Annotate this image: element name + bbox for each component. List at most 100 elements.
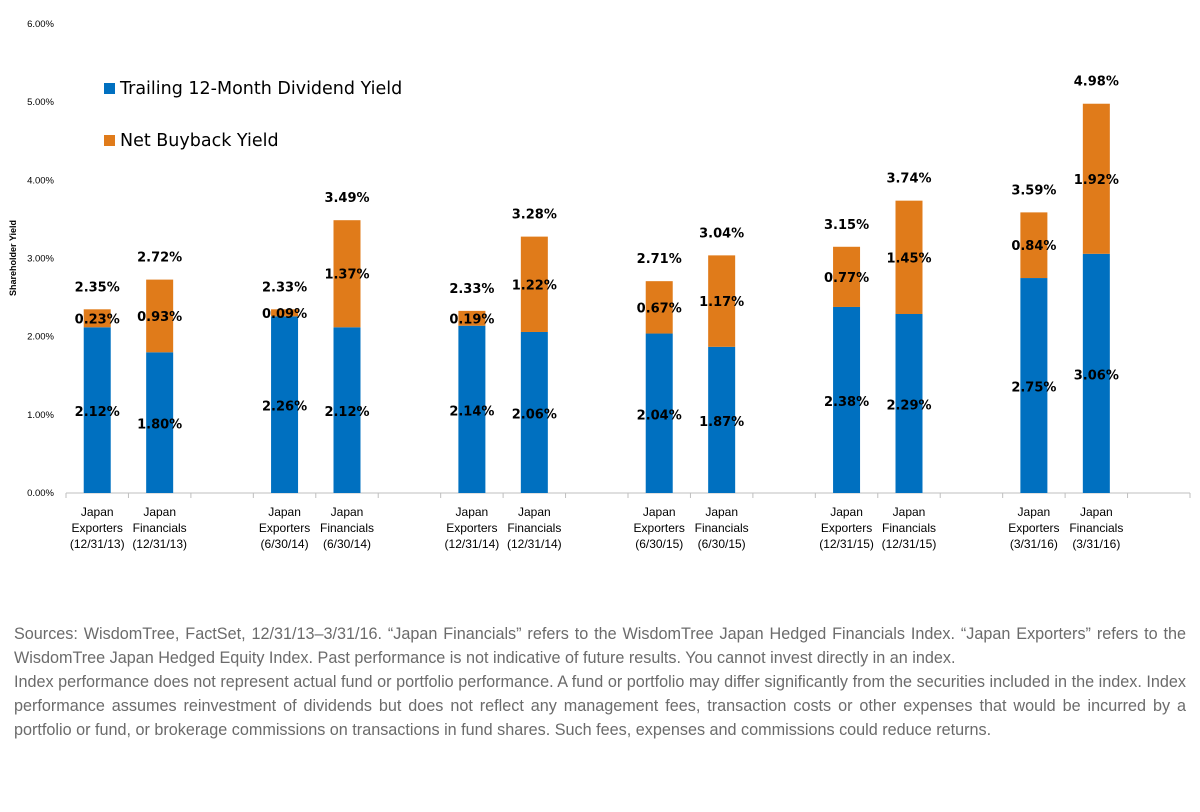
bar-dividend-yield xyxy=(895,313,923,493)
total-yield-label: 4.98% xyxy=(1074,75,1119,90)
x-category-label: (12/31/15) xyxy=(819,537,874,551)
x-category-label: (6/30/15) xyxy=(635,537,683,551)
bar-buyback-yield xyxy=(146,279,174,353)
buyback-yield-label: 0.84% xyxy=(1011,239,1056,254)
bar-dividend-yield xyxy=(1020,278,1048,493)
y-axis: 0.00% 1.00% 2.00% 3.00% 4.00% 5.00% 6.00% Share… xyxy=(8,19,55,499)
bar-dividend-yield xyxy=(520,331,548,493)
buyback-yield-label: 0.77% xyxy=(824,271,869,286)
y-tick-label: 2.00% xyxy=(27,332,54,343)
bar-dividend-yield xyxy=(1082,253,1110,493)
buyback-yield-label: 0.93% xyxy=(137,310,182,325)
data-labels: 2.12% 0.23% 2.35% 1.80% 0.93% 2.72% 2.26% 0.09%… xyxy=(75,75,1119,433)
bar-buyback-yield xyxy=(271,309,299,317)
bar-buyback-yield xyxy=(645,281,673,334)
bar-dividend-yield xyxy=(708,346,736,493)
total-yield-label: 2.71% xyxy=(637,252,682,267)
buyback-yield-label: 1.37% xyxy=(324,268,369,283)
x-category-label: (12/31/15) xyxy=(882,537,937,551)
dividend-yield-label: 2.26% xyxy=(262,400,307,415)
x-category-label: (12/31/14) xyxy=(445,537,500,551)
total-yield-label: 3.15% xyxy=(824,218,869,233)
bar-dividend-yield xyxy=(458,325,486,493)
bar-dividend-yield xyxy=(271,316,299,493)
x-category-label: (12/31/13) xyxy=(70,537,125,551)
x-category-label: (6/30/14) xyxy=(261,537,309,551)
dividend-yield-label: 2.38% xyxy=(824,395,869,410)
legend-swatch xyxy=(104,83,115,94)
x-category-label: (6/30/15) xyxy=(698,537,746,551)
x-category-label: Exporters xyxy=(259,521,310,535)
dividend-yield-label: 2.14% xyxy=(449,404,494,419)
bar-buyback-yield xyxy=(833,246,861,307)
x-category-label: Financials xyxy=(133,521,187,535)
bar-buyback-yield xyxy=(708,255,736,347)
buyback-yield-label: 0.67% xyxy=(637,301,682,316)
x-category-label: (6/30/14) xyxy=(323,537,371,551)
y-tick-label: 6.00% xyxy=(27,19,54,30)
x-category-label: Financials xyxy=(882,521,936,535)
x-category-label: Exporters xyxy=(1008,521,1059,535)
total-yield-label: 3.59% xyxy=(1011,183,1056,198)
bar-dividend-yield xyxy=(146,352,174,493)
total-yield-label: 3.49% xyxy=(324,191,369,206)
x-category-label: Japan xyxy=(143,505,176,519)
x-category-label: Japan xyxy=(456,505,489,519)
bar-dividend-yield xyxy=(645,333,673,493)
y-axis-title: Shareholder Yield xyxy=(8,220,18,296)
buyback-yield-label: 1.22% xyxy=(512,278,557,293)
x-category-label: Japan xyxy=(1018,505,1051,519)
total-yield-label: 3.04% xyxy=(699,226,744,241)
legend-swatch xyxy=(104,135,115,146)
dividend-yield-label: 2.12% xyxy=(324,405,369,420)
y-tick-label: 1.00% xyxy=(27,410,54,421)
bar-buyback-yield xyxy=(1020,212,1048,279)
bar-dividend-yield xyxy=(833,306,861,493)
bar-buyback-yield xyxy=(333,220,361,328)
x-category-label: Japan xyxy=(705,505,738,519)
x-category-label: (3/31/16) xyxy=(1010,537,1058,551)
y-tick-label: 0.00% xyxy=(27,488,54,499)
bar-dividend-yield xyxy=(333,327,361,493)
dividend-yield-label: 2.75% xyxy=(1011,381,1056,396)
dividend-yield-label: 1.80% xyxy=(137,418,182,433)
y-tick-label: 3.00% xyxy=(27,254,54,265)
x-category-label: Exporters xyxy=(634,521,685,535)
shareholder-yield-chart: 0.00% 1.00% 2.00% 3.00% 4.00% 5.00% 6.00% Share… xyxy=(8,19,1191,551)
dividend-yield-label: 3.06% xyxy=(1074,368,1119,383)
x-category-label: Financials xyxy=(507,521,561,535)
x-category-label: Japan xyxy=(1080,505,1113,519)
footnote: Sources: WisdomTree, FactSet, 12/31/13–3… xyxy=(14,622,1186,742)
x-category-label: Financials xyxy=(320,521,374,535)
bars xyxy=(83,103,1110,493)
total-yield-label: 3.28% xyxy=(512,208,557,223)
dividend-yield-label: 2.29% xyxy=(886,398,931,413)
x-category-label: Japan xyxy=(830,505,863,519)
x-category-label: Exporters xyxy=(72,521,123,535)
dividend-yield-label: 2.04% xyxy=(637,408,682,423)
bar-buyback-yield xyxy=(458,310,486,326)
bar-buyback-yield xyxy=(83,309,111,328)
x-category-label: Japan xyxy=(268,505,301,519)
x-category-label: Japan xyxy=(81,505,114,519)
buyback-yield-label: 0.23% xyxy=(75,312,120,327)
bar-buyback-yield xyxy=(520,236,548,332)
x-category-label: (12/31/13) xyxy=(132,537,187,551)
buyback-yield-label: 0.19% xyxy=(449,312,494,327)
y-tick-label: 5.00% xyxy=(27,97,54,108)
x-axis: Japan Exporters (12/31/13) Japan Financials (… xyxy=(65,492,1191,551)
buyback-yield-label: 0.09% xyxy=(262,307,307,322)
y-tick-label: 4.00% xyxy=(27,175,54,186)
x-category-label: (3/31/16) xyxy=(1072,537,1120,551)
bar-buyback-yield xyxy=(1082,103,1110,254)
bar-buyback-yield xyxy=(895,200,923,314)
legend: Trailing 12-Month Dividend Yield Net Buyb… xyxy=(104,79,402,151)
x-category-label: Exporters xyxy=(446,521,497,535)
x-category-label: (12/31/14) xyxy=(507,537,562,551)
total-yield-label: 2.33% xyxy=(262,280,307,295)
buyback-yield-label: 1.17% xyxy=(699,295,744,310)
total-yield-label: 2.35% xyxy=(75,280,120,295)
buyback-yield-label: 1.92% xyxy=(1074,173,1119,188)
footnote-disclaimer: Index performance does not represent act… xyxy=(14,673,1186,739)
legend-label: Net Buyback Yield xyxy=(120,131,279,151)
